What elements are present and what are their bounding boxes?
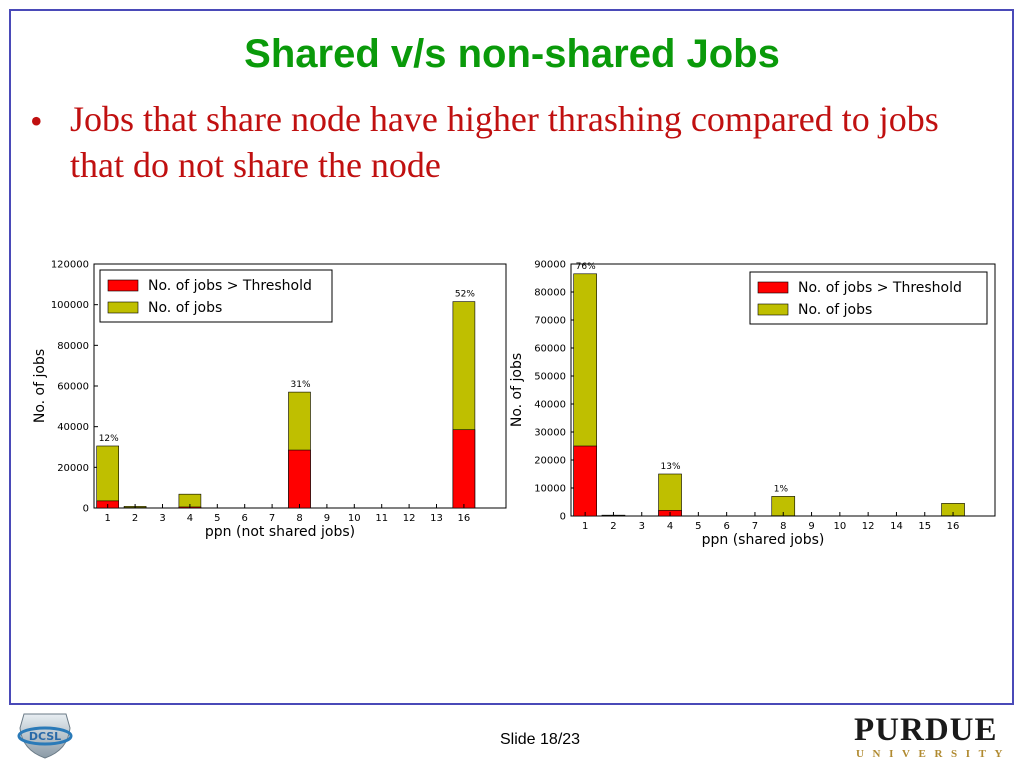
dcsl-logo-text: DCSL — [29, 730, 61, 743]
legend-swatch — [757, 303, 789, 316]
x-tick-label-5: 5 — [214, 513, 220, 524]
y-tick-label: 120000 — [51, 260, 89, 271]
y-tick-label: 50000 — [534, 372, 566, 383]
bullet-text: Jobs that share node have higher thrashi… — [70, 99, 939, 185]
y-tick-label: 80000 — [534, 288, 566, 299]
x-tick-label-15: 15 — [918, 521, 931, 532]
y-tick-label: 20000 — [534, 456, 566, 467]
x-tick-label-12: 12 — [403, 513, 416, 524]
x-tick-label-10: 10 — [833, 521, 846, 532]
legend-box — [99, 269, 333, 323]
y-tick-label: 10000 — [534, 484, 566, 495]
x-axis-label: ppn (not shared jobs) — [205, 524, 355, 540]
y-tick-label: 40000 — [57, 422, 89, 433]
purdue-logo-word: PURDUE — [854, 712, 998, 748]
bar-jobs-4 — [658, 473, 682, 517]
x-tick-label-11: 11 — [375, 513, 388, 524]
x-tick-label-3: 3 — [159, 513, 165, 524]
x-tick-label-8: 8 — [296, 513, 302, 524]
x-tick-label-4: 4 — [187, 513, 193, 524]
bullet-marker: • — [30, 101, 43, 141]
x-tick-label-6: 6 — [242, 513, 248, 524]
x-tick-label-16: 16 — [458, 513, 471, 524]
bar-threshold-1 — [573, 445, 597, 517]
y-tick-label: 20000 — [57, 463, 89, 474]
x-tick-label-16: 16 — [947, 521, 960, 532]
y-tick-label: 100000 — [51, 300, 89, 311]
y-tick-label: 60000 — [534, 344, 566, 355]
slide-number: Slide 18/23 — [500, 731, 581, 748]
y-axis-label: No. of jobs — [32, 349, 48, 423]
y-tick-label: 70000 — [534, 316, 566, 327]
x-tick-label-9: 9 — [808, 521, 814, 532]
y-tick-label: 0 — [83, 504, 89, 515]
legend-entry: No. of jobs > Threshold — [148, 278, 312, 294]
legend-swatch — [107, 279, 139, 292]
annotation-16: 52% — [455, 290, 475, 300]
annotation-8: 1% — [774, 484, 789, 494]
x-tick-label-9: 9 — [324, 513, 330, 524]
y-tick-label: 0 — [560, 512, 566, 523]
slide-frame — [9, 9, 1014, 705]
bar-jobs-1 — [96, 445, 119, 509]
annotation-1: 12% — [99, 434, 119, 444]
x-tick-label-5: 5 — [695, 521, 701, 532]
x-tick-label-10: 10 — [348, 513, 361, 524]
legend-swatch — [107, 301, 139, 314]
y-tick-label: 40000 — [534, 400, 566, 411]
bar-threshold-8 — [288, 449, 311, 509]
annotation-1: 76% — [576, 262, 596, 272]
x-tick-label-2: 2 — [132, 513, 138, 524]
purdue-logo-sub: UNIVERSITY — [856, 748, 1012, 760]
legend-entry: No. of jobs — [798, 302, 872, 318]
legend-entry: No. of jobs — [148, 300, 222, 316]
x-tick-label-7: 7 — [269, 513, 275, 524]
dcsl-logo: DCSL — [17, 713, 73, 759]
slide-title: Shared v/s non-shared Jobs — [244, 32, 780, 76]
x-tick-label-2: 2 — [610, 521, 616, 532]
bar-threshold-16 — [452, 429, 476, 509]
legend-swatch — [757, 281, 789, 294]
x-tick-label-12: 12 — [862, 521, 875, 532]
chart-shared: 0 10000 20000 30000 40000 50000 60000 70000 8000… — [509, 260, 996, 548]
x-tick-label-14: 14 — [890, 521, 903, 532]
y-axis-label: No. of jobs — [509, 353, 525, 427]
annotation-8: 31% — [291, 380, 311, 390]
x-tick-label-3: 3 — [639, 521, 645, 532]
x-tick-label-1: 1 — [105, 513, 111, 524]
x-tick-label-6: 6 — [723, 521, 729, 532]
legend-entry: No. of jobs > Threshold — [798, 280, 962, 296]
x-tick-label-13: 13 — [430, 513, 443, 524]
y-tick-label: 30000 — [534, 428, 566, 439]
x-axis-label: ppn (shared jobs) — [702, 532, 825, 548]
x-tick-label-1: 1 — [582, 521, 588, 532]
annotation-4: 13% — [661, 462, 681, 472]
y-tick-label: 60000 — [57, 382, 89, 393]
y-tick-label: 90000 — [534, 260, 566, 271]
y-tick-label: 80000 — [57, 341, 89, 352]
x-tick-label-4: 4 — [667, 521, 673, 532]
x-tick-label-8: 8 — [780, 521, 786, 532]
x-tick-label-7: 7 — [752, 521, 758, 532]
legend-box — [749, 271, 988, 325]
